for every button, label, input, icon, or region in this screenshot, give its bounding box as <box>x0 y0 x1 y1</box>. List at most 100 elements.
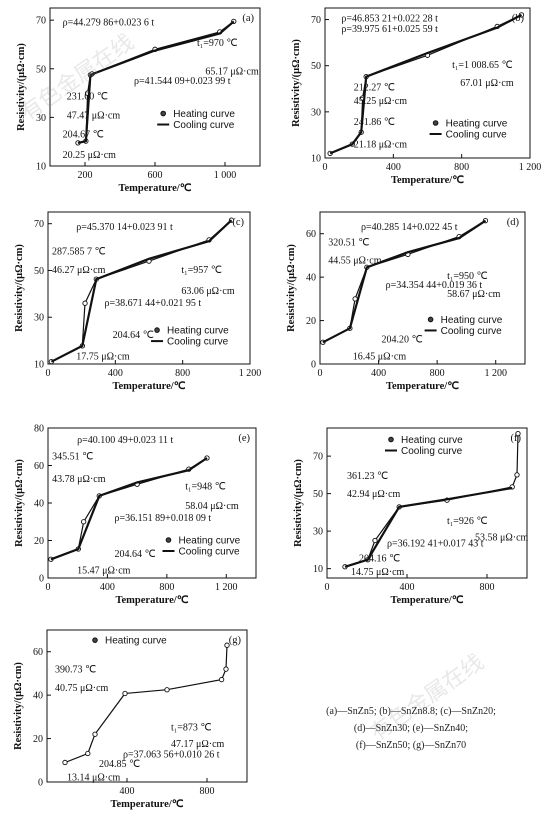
figure-caption: (a)—SnZn5; (b)—SnZn8.8; (c)—SnZn20; (d)—… <box>283 703 539 754</box>
y-tick-label: 0 <box>38 778 43 789</box>
legend-heating-marker <box>427 316 434 323</box>
annotation-label: t₁=1 008.65 ℃ <box>452 60 513 71</box>
panel-label: (a) <box>242 13 254 24</box>
plot-frame <box>326 427 528 579</box>
annotation-label: 20.25 μΩ·cm <box>63 150 117 161</box>
annotation-label: 40.75 μΩ·cm <box>55 683 109 694</box>
annotation-label: t₁=950 ℃ <box>447 271 488 282</box>
chart-panel-f: 0 400 800 10 30 50 70 Temperature/℃ Resistivity/… <box>293 427 529 606</box>
plot-frame <box>324 7 531 159</box>
heating-point <box>62 759 68 766</box>
annotation-label: 204.67 ℃ <box>63 130 104 141</box>
annotation-label: t₁=948 ℃ <box>185 482 226 493</box>
x-tick-label: 600 <box>148 170 163 181</box>
y-tick-label: 10 <box>36 162 46 173</box>
annotation-label: 287.585 7 ℃ <box>52 247 106 258</box>
x-tick-label: 1 000 <box>214 170 237 181</box>
x-axis-label: Temperature/℃ <box>112 380 185 392</box>
annotation-label: ρ=39.975 61+0.025 59 t <box>341 24 438 35</box>
x-tick-label: 1 200 <box>484 368 507 379</box>
plot-frame <box>46 629 248 783</box>
annotation-label: 58.67 μΩ·cm <box>447 289 501 300</box>
y-tick-label: 10 <box>313 564 323 575</box>
annotation-label: 47.17 μΩ·cm <box>171 739 225 750</box>
annotation-label: 45.25 μΩ·cm <box>354 96 408 107</box>
y-tick-label: 60 <box>33 647 43 658</box>
annotation-label: 241.86 ℃ <box>354 117 395 128</box>
heating-point <box>92 731 98 737</box>
x-tick-label: 400 <box>371 368 386 379</box>
x-tick-label: 0 <box>323 162 328 173</box>
annotation-label: 65.17 μΩ·cm <box>205 66 259 77</box>
y-axis-label: Resistivity/(μΩ·cm) <box>291 39 302 127</box>
annotation-label: 58.04 μΩ·cm <box>185 501 239 512</box>
y-axis-label: Resistivity/(μΩ·cm) <box>13 662 24 750</box>
y-tick-label: 50 <box>311 61 321 72</box>
y-tick-label: 40 <box>33 691 43 702</box>
annotation-label: ρ=34.354 44+0.019 36 t <box>386 280 483 291</box>
panel-label: (f) <box>511 433 522 444</box>
annotation-label: 42.94 μΩ·cm <box>347 489 401 500</box>
caption-line-2: (d)—SnZn30; (e)—SnZn40; <box>353 723 469 734</box>
y-tick-label: 10 <box>311 154 321 165</box>
panel-label: (d) <box>507 217 520 228</box>
annotation-label: 212.27 ℃ <box>354 83 395 94</box>
x-tick-label: 1 200 <box>239 368 262 379</box>
y-tick-label: 20 <box>34 536 44 547</box>
cooling-curve-line <box>329 13 523 155</box>
cooling-curve-line <box>50 457 208 561</box>
x-tick-label: 0 <box>46 582 51 593</box>
x-tick-label: 400 <box>386 162 401 173</box>
heating-point <box>122 690 128 697</box>
legend-entry: Cooling curve <box>178 547 240 558</box>
y-tick-label: 70 <box>311 15 321 26</box>
annotation-label: ρ=40.100 49+0.023 11 t <box>77 435 173 446</box>
heating-point <box>85 750 91 757</box>
caption-line-3: (f)—SnZn50; (g)—SnZn70 <box>355 740 467 751</box>
annotation-label: 47.47 μΩ·cm <box>67 111 121 122</box>
x-tick-label: 400 <box>108 368 123 379</box>
x-tick-label: 400 <box>120 786 135 797</box>
chart-panel-b: 0 400 800 1 200 10 30 50 70 Temperature/℃ Resisti… <box>291 7 541 186</box>
legend-entry: Cooling curve <box>167 337 229 348</box>
x-tick-label: 1 200 <box>215 582 238 593</box>
x-tick-label: 200 <box>78 170 93 181</box>
annotation-label: 204.64 ℃ <box>115 549 156 560</box>
x-tick-label: 800 <box>200 786 215 797</box>
y-tick-label: 40 <box>306 273 316 284</box>
x-axis-label: Temperature/℃ <box>386 380 459 392</box>
cooling-curve-line <box>77 20 235 144</box>
heating-point <box>218 676 225 683</box>
annotation-label: 43.78 μΩ·cm <box>52 474 106 485</box>
y-tick-label: 50 <box>36 64 46 75</box>
x-tick-label: 800 <box>480 582 495 593</box>
legend-entry: Heating curve <box>441 315 503 326</box>
annotation-label: 17.75 μΩ·cm <box>76 351 130 362</box>
legend-heating-marker <box>154 327 160 333</box>
x-axis-label: Temperature/℃ <box>115 594 188 606</box>
annotation-label: t₁=873 ℃ <box>171 722 212 733</box>
y-tick-label: 30 <box>313 527 323 538</box>
heating-point <box>81 519 87 525</box>
annotation-label: 67.01 μΩ·cm <box>460 78 514 89</box>
annotation-label: t₁=957 ℃ <box>181 265 222 276</box>
annotation-label: ρ=37.063 56+0.010 26 t <box>123 750 220 761</box>
legend-entry: Heating curve <box>401 435 463 446</box>
annotation-label: t₁=970 ℃ <box>197 38 238 49</box>
legend-entry: Heating curve <box>446 119 508 130</box>
y-tick-label: 70 <box>34 219 44 230</box>
legend-entry: Heating curve <box>167 326 229 337</box>
annotation-label: 204.20 ℃ <box>382 335 423 346</box>
x-tick-label: 400 <box>400 582 415 593</box>
cooling-curve-line <box>50 219 233 363</box>
y-tick-label: 70 <box>36 16 46 27</box>
x-tick-label: 0 <box>318 368 323 379</box>
legend-entry: Cooling curve <box>446 130 508 141</box>
legend-heating-marker <box>160 110 166 117</box>
heating-point <box>224 642 230 648</box>
y-tick-label: 50 <box>313 489 323 500</box>
legend-entry: Cooling curve <box>173 120 235 131</box>
cooling-curve-line <box>322 219 487 344</box>
y-axis-label: Resistivity/(μΩ·cm) <box>14 244 25 332</box>
